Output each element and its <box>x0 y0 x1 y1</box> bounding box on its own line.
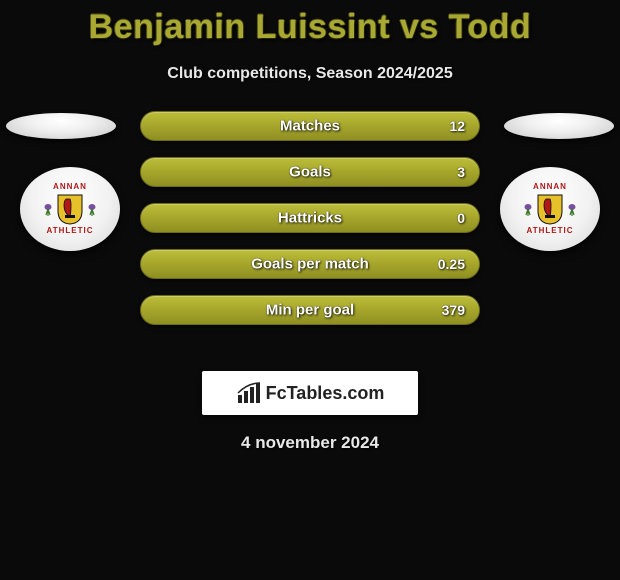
brand-label: FcTables.com <box>266 383 385 404</box>
page-subtitle: Club competitions, Season 2024/2025 <box>0 65 620 83</box>
comparison-stage: ANNAN ATHLETIC ANNAN <box>0 111 620 361</box>
crest-top-banner: ANNAN <box>533 183 567 191</box>
stat-row: Goals 3 <box>140 157 480 187</box>
shield-icon <box>536 193 564 225</box>
stat-value: 0.25 <box>438 256 465 272</box>
shield-icon <box>56 193 84 225</box>
stat-value: 3 <box>457 164 465 180</box>
bar-chart-icon <box>236 381 262 405</box>
right-club-crest: ANNAN ATHLETIC <box>500 167 600 251</box>
stat-value: 0 <box>457 210 465 226</box>
stat-row: Goals per match 0.25 <box>140 249 480 279</box>
stat-value: 12 <box>449 118 465 134</box>
stat-label: Hattricks <box>278 210 342 227</box>
thistle-icon <box>42 202 54 216</box>
crest-bottom-banner: ATHLETIC <box>47 227 94 235</box>
thistle-icon <box>86 202 98 216</box>
stat-row: Hattricks 0 <box>140 203 480 233</box>
stat-value: 379 <box>442 302 465 318</box>
stat-label: Min per goal <box>266 302 354 319</box>
crest-bottom-banner: ATHLETIC <box>527 227 574 235</box>
thistle-icon <box>522 202 534 216</box>
stat-label: Goals <box>289 164 331 181</box>
stat-rows: Matches 12 Goals 3 Hattricks 0 Goals per… <box>140 111 480 341</box>
brand-box: FcTables.com <box>202 371 418 415</box>
stat-label: Matches <box>280 118 340 135</box>
crest-top-banner: ANNAN <box>53 183 87 191</box>
stat-row: Matches 12 <box>140 111 480 141</box>
left-club-crest: ANNAN ATHLETIC <box>20 167 120 251</box>
snapshot-date: 4 november 2024 <box>0 433 620 453</box>
thistle-icon <box>566 202 578 216</box>
stat-row: Min per goal 379 <box>140 295 480 325</box>
right-player-silhouette <box>504 113 614 139</box>
stat-label: Goals per match <box>251 256 369 273</box>
left-player-silhouette <box>6 113 116 139</box>
page-title: Benjamin Luissint vs Todd <box>0 0 620 47</box>
